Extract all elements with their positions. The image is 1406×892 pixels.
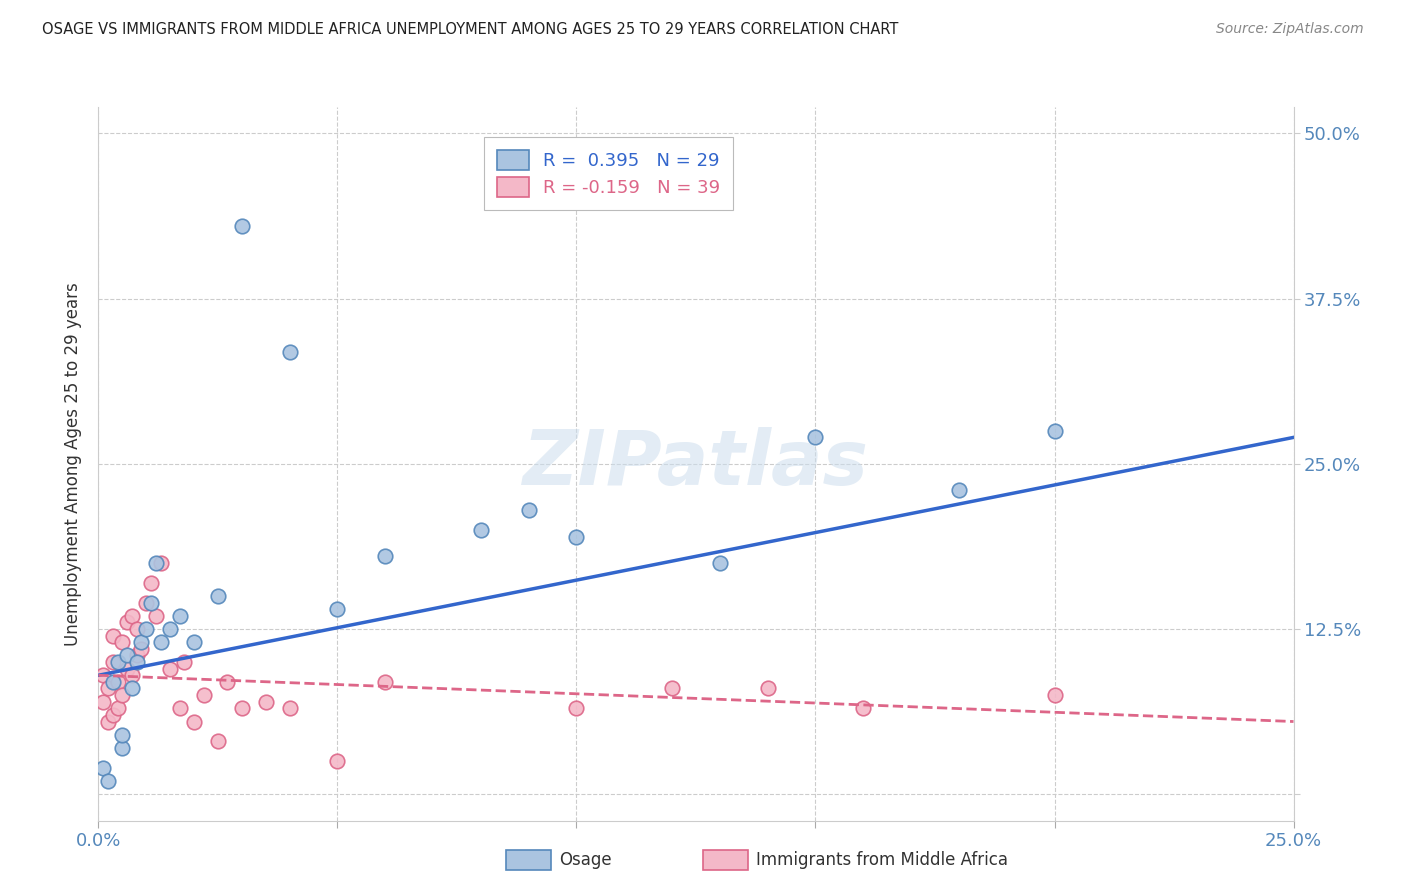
Point xyxy=(149,635,172,649)
Point xyxy=(231,219,253,233)
Point xyxy=(135,596,157,610)
Legend: R =  0.395   N = 29, R = -0.159   N = 39: R = 0.395 N = 29, R = -0.159 N = 39 xyxy=(484,137,734,210)
Point xyxy=(169,608,191,623)
Point xyxy=(145,608,167,623)
Point xyxy=(115,615,138,630)
Text: OSAGE VS IMMIGRANTS FROM MIDDLE AFRICA UNEMPLOYMENT AMONG AGES 25 TO 29 YEARS CO: OSAGE VS IMMIGRANTS FROM MIDDLE AFRICA U… xyxy=(42,22,898,37)
Point xyxy=(115,662,138,676)
Point xyxy=(91,695,114,709)
Point xyxy=(91,761,114,775)
Point xyxy=(121,681,143,696)
Point xyxy=(183,635,205,649)
Point xyxy=(97,774,120,789)
Point xyxy=(326,602,349,616)
Point xyxy=(125,655,148,669)
Point xyxy=(101,674,124,689)
Point xyxy=(193,688,215,702)
Point xyxy=(183,714,205,729)
Point xyxy=(254,695,277,709)
Y-axis label: Unemployment Among Ages 25 to 29 years: Unemployment Among Ages 25 to 29 years xyxy=(65,282,83,646)
Point xyxy=(173,655,195,669)
Point xyxy=(278,701,301,715)
Point xyxy=(97,681,120,696)
Point xyxy=(111,741,134,756)
Point xyxy=(470,523,492,537)
Point xyxy=(115,648,138,663)
Point xyxy=(139,596,162,610)
Point xyxy=(756,681,779,696)
Point xyxy=(948,483,970,498)
Point xyxy=(145,556,167,570)
Text: Immigrants from Middle Africa: Immigrants from Middle Africa xyxy=(756,851,1008,869)
Point xyxy=(517,503,540,517)
Point xyxy=(169,701,191,715)
Text: ZIPatlas: ZIPatlas xyxy=(523,427,869,500)
Point xyxy=(135,622,157,636)
Point xyxy=(101,655,124,669)
Point xyxy=(111,728,134,742)
Point xyxy=(131,641,153,656)
Point xyxy=(149,556,172,570)
Point xyxy=(125,622,148,636)
Point xyxy=(1043,688,1066,702)
Point xyxy=(139,575,162,590)
Point xyxy=(374,674,396,689)
Point xyxy=(207,734,229,748)
Point xyxy=(121,608,143,623)
Point xyxy=(125,648,148,663)
Point xyxy=(97,714,120,729)
Point xyxy=(565,701,588,715)
Point xyxy=(326,754,349,768)
Point xyxy=(231,701,253,715)
Point xyxy=(107,701,129,715)
Text: Source: ZipAtlas.com: Source: ZipAtlas.com xyxy=(1216,22,1364,37)
Text: Osage: Osage xyxy=(560,851,612,869)
Point xyxy=(852,701,875,715)
Point xyxy=(107,655,129,669)
Point xyxy=(111,688,134,702)
Point xyxy=(101,707,124,722)
Point xyxy=(107,674,129,689)
Point xyxy=(565,529,588,543)
Point xyxy=(804,430,827,444)
Point xyxy=(278,344,301,359)
Point xyxy=(159,662,181,676)
Point xyxy=(217,674,239,689)
Point xyxy=(91,668,114,682)
Point xyxy=(374,549,396,564)
Point xyxy=(159,622,181,636)
Point xyxy=(207,589,229,603)
Point xyxy=(131,635,153,649)
Point xyxy=(121,668,143,682)
Point xyxy=(1043,424,1066,438)
Point xyxy=(101,629,124,643)
Point xyxy=(111,635,134,649)
Point xyxy=(709,556,731,570)
Point xyxy=(661,681,683,696)
